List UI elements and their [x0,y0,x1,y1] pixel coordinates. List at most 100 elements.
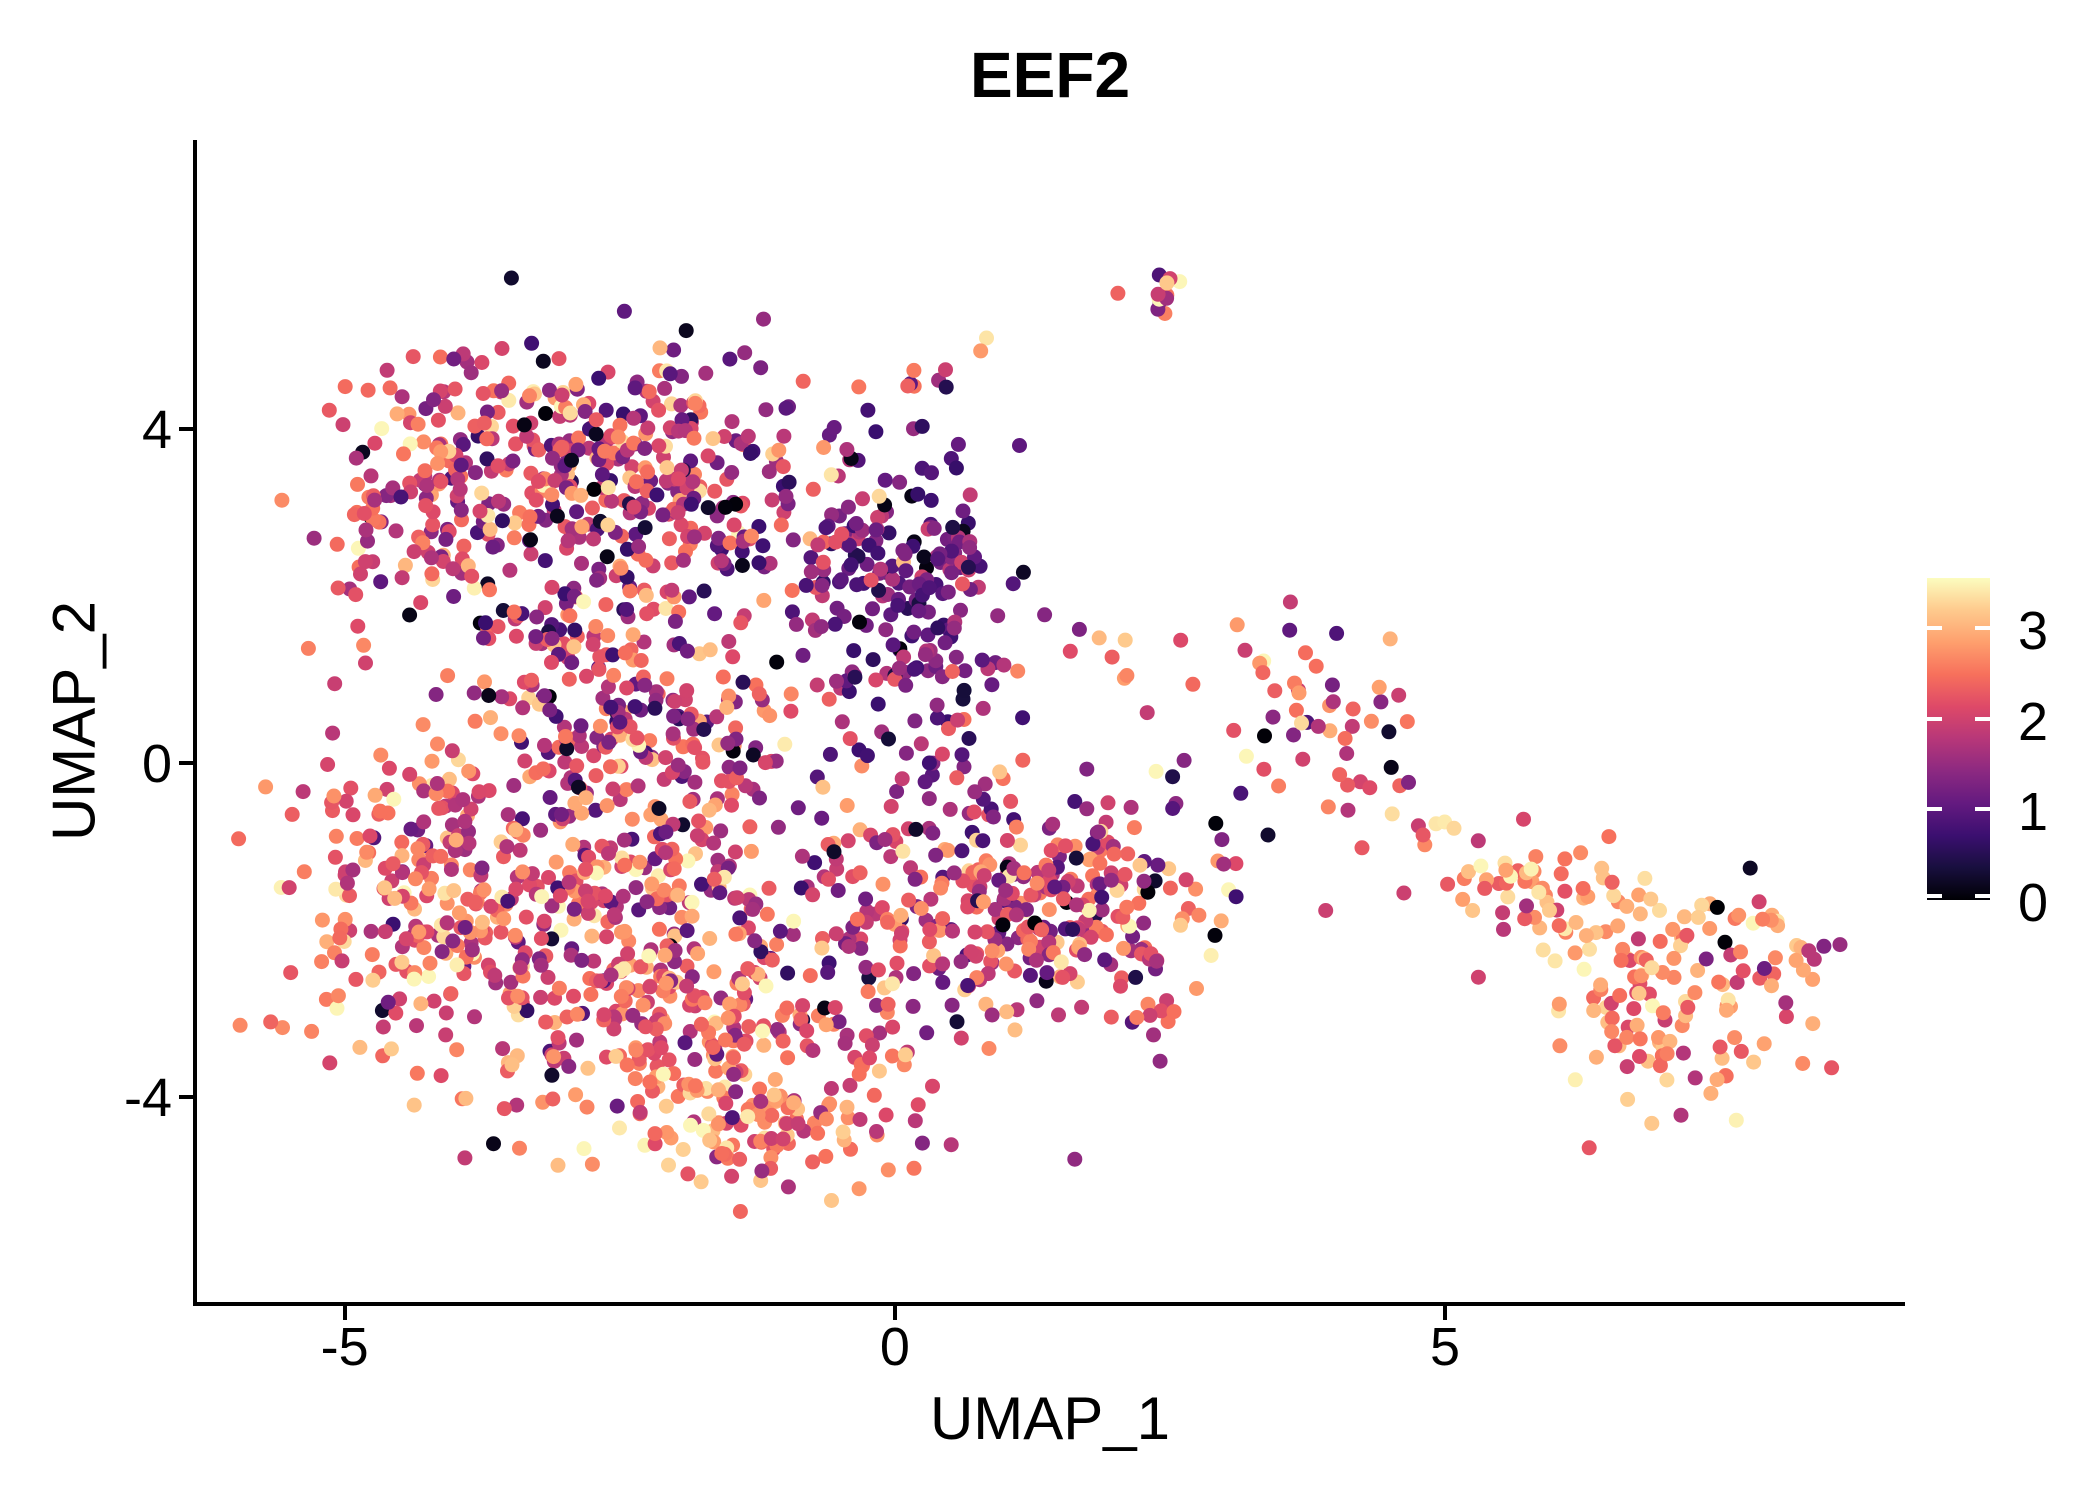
data-point [680,853,696,869]
data-point [670,505,686,521]
data-point [805,1043,821,1058]
data-point [995,917,1011,933]
data-point [383,1041,399,1057]
data-point [828,926,844,942]
data-point [728,720,744,736]
data-point [1097,952,1113,968]
data-point [870,962,886,978]
data-point [1203,948,1219,963]
y-tick-mark [179,427,193,432]
data-point [1139,705,1155,721]
data-point [600,628,616,644]
data-point [1007,1022,1023,1038]
data-point [1188,881,1204,897]
data-point [670,887,686,903]
data-point [630,778,646,794]
data-point [328,881,344,897]
data-point [418,498,434,514]
data-point [1079,801,1095,817]
data-point [957,663,973,679]
data-point [577,404,593,419]
data-point [736,1036,752,1052]
data-point [627,1071,643,1087]
data-point [1077,947,1093,963]
data-point [1619,1029,1635,1045]
data-point [482,582,497,598]
data-point [505,453,521,469]
data-point [815,779,831,795]
data-point [283,965,299,981]
data-point [476,882,492,898]
data-point [960,559,976,575]
data-point [1733,1043,1749,1059]
data-point [1110,285,1126,301]
data-point [548,854,564,870]
colorbar-tick-mark [1975,807,1990,812]
data-point [1586,1003,1602,1018]
data-point [732,1204,748,1219]
data-point [751,555,767,571]
data-point [564,655,580,671]
x-tick-mark [1443,1306,1448,1320]
data-point [1298,645,1313,661]
data-point [871,582,887,598]
data-point [733,615,749,631]
data-point [496,911,512,927]
data-point [1053,954,1069,970]
data-point [1068,850,1084,866]
data-point [1310,718,1326,734]
data-point [833,572,849,588]
data-point [1711,974,1727,990]
data-point [890,597,906,613]
data-point [1152,1053,1168,1069]
data-point [327,676,343,692]
data-point [1132,857,1148,873]
data-point [1083,929,1099,945]
data-point [455,437,471,452]
data-point [1805,971,1821,987]
data-point [613,560,629,576]
data-point [870,510,886,525]
data-point [360,533,375,549]
data-point [949,770,965,786]
data-point [935,956,951,972]
data-point [603,759,618,775]
data-point [926,520,942,536]
data-point [327,849,343,865]
data-point [487,967,503,983]
data-point [1755,911,1771,927]
data-point [439,915,455,931]
data-point [326,788,342,804]
data-point [780,1050,796,1066]
data-point [1023,887,1039,903]
data-point [528,629,544,645]
data-point [296,864,312,880]
data-point [1383,759,1399,775]
data-point [1690,963,1706,978]
data-point [1332,767,1348,783]
data-point [974,652,990,668]
data-point [686,430,702,446]
data-point [706,835,722,851]
data-point [682,794,698,809]
data-point [348,450,364,466]
data-point [350,618,366,634]
data-point [464,568,480,584]
data-point [571,779,586,795]
data-point [966,804,982,820]
data-point [1381,724,1397,740]
data-point [1079,761,1095,777]
data-point [683,1117,698,1133]
data-point [870,545,886,561]
data-point [554,807,569,822]
data-point [613,988,629,1004]
data-point [385,856,401,872]
data-point [903,860,918,876]
data-point [1631,985,1647,1001]
data-point [700,500,716,516]
data-point [1659,1072,1675,1088]
data-point [715,669,731,685]
data-point [402,607,418,623]
data-point [416,434,432,450]
data-point [430,412,446,428]
